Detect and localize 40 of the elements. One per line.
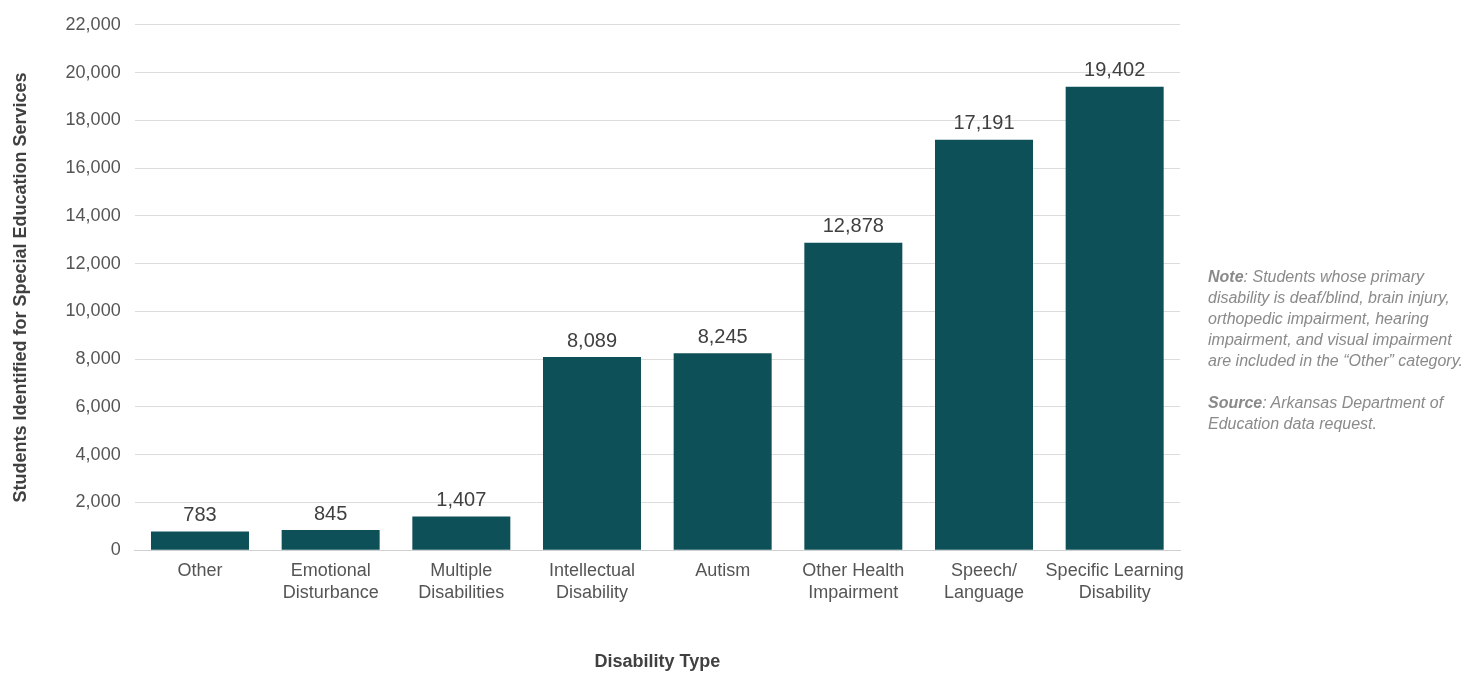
bar	[281, 530, 380, 550]
data-label: 8,245	[697, 324, 748, 347]
y-tick-label: 10,000	[65, 300, 121, 321]
bar	[673, 353, 772, 550]
x-tick-label: Specific Learning Disability	[1045, 559, 1184, 602]
source-note: Source: Arkansas Department of Education data request.	[1208, 393, 1446, 434]
data-label: 19,402	[1084, 58, 1146, 81]
bar	[935, 139, 1033, 550]
y-tick-label: 18,000	[65, 109, 121, 130]
y-tick-label: 12,000	[65, 252, 121, 273]
y-tick-label: 4,000	[75, 443, 121, 464]
x-tick-label: Multiple Disabilities	[418, 559, 505, 602]
y-tick-label: 0	[110, 539, 121, 560]
data-label: 1,407	[436, 488, 487, 511]
bar	[804, 242, 903, 550]
y-tick-label: 16,000	[65, 157, 121, 178]
x-tick-label: Autism	[695, 559, 751, 580]
data-label: 845	[313, 501, 348, 524]
y-tick-label: 2,000	[75, 491, 121, 512]
data-label: 17,191	[953, 111, 1015, 134]
x-tick-label: Other	[177, 559, 223, 580]
x-axis-title: Disability Type	[594, 651, 721, 672]
y-tick-label: 8,000	[75, 348, 121, 369]
x-tick-label: Emotional Disturbance	[282, 559, 379, 602]
bar	[1065, 86, 1164, 550]
data-label: 12,878	[822, 214, 884, 237]
bar	[150, 531, 249, 550]
y-tick-label: 14,000	[65, 204, 121, 225]
data-label: 8,089	[566, 328, 618, 351]
text: Note: Students whose primary disability is deaf/blind, brain injury, orthopedic impairment, hearing impairment, and visual impairment are included in the “Other” category.	[1208, 267, 1464, 371]
y-axis-title: Students Identified for Special Education Services	[9, 72, 30, 503]
data-label: 783	[183, 503, 217, 526]
y-tick-label: 22,000	[65, 13, 121, 34]
bar	[542, 357, 641, 550]
x-tick-label: Intellectual Disability	[548, 559, 636, 602]
x-tick-label: Other Health Impairment	[802, 559, 905, 602]
x-tick-label: Speech/ Language	[943, 559, 1025, 602]
y-tick-label: 20,000	[65, 61, 121, 82]
y-tick-label: 6,000	[75, 395, 121, 416]
bar	[412, 516, 511, 550]
